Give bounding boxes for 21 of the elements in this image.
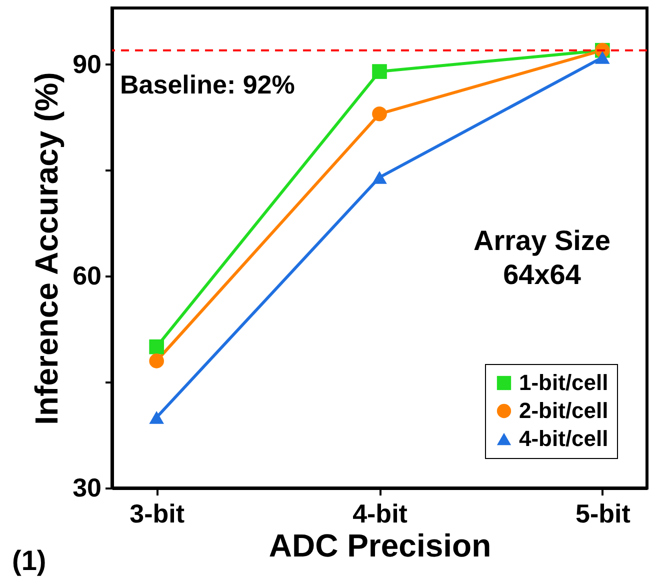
point — [372, 170, 387, 184]
y-tick-label: 60 — [72, 260, 102, 291]
point — [372, 64, 387, 79]
point — [149, 410, 164, 424]
legend-label: 4-bit/cell — [519, 426, 608, 451]
legend-label: 1-bit/cell — [519, 370, 608, 395]
text: (1) — [12, 545, 46, 576]
x-axis-title: ADC Precision — [268, 528, 492, 564]
point — [595, 50, 610, 64]
legend-label: 2-bit/cell — [519, 398, 608, 423]
y-axis-title: Inference Accuracy (%) — [28, 72, 65, 425]
y-tick-label: 30 — [72, 472, 102, 502]
point — [149, 339, 164, 354]
point — [149, 354, 164, 368]
point — [372, 106, 387, 122]
annotation: Array Size 64x64 — [474, 225, 610, 290]
y-tick-label: 90 — [72, 48, 102, 79]
ref-line-label: Baseline: 92% — [120, 69, 295, 100]
x-tick-label: 4-bit — [352, 498, 408, 528]
x-tick-label: 5-bit — [575, 498, 631, 528]
x-tick-label: 3-bit — [130, 498, 185, 528]
